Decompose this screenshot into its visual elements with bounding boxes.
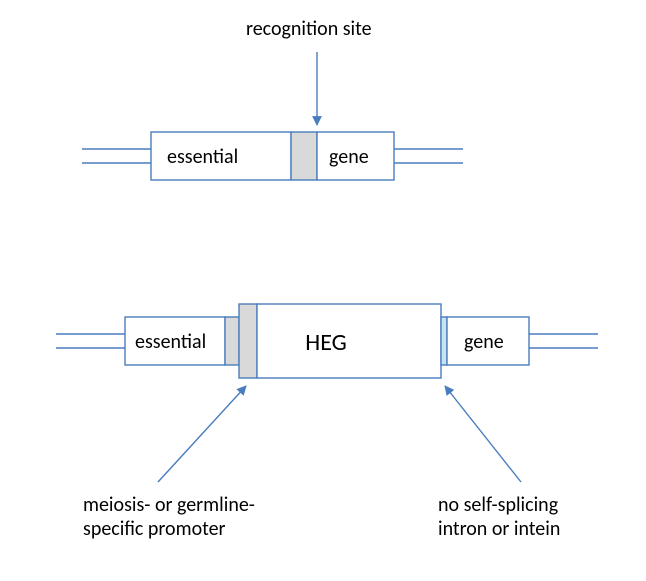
bot-block-promoter xyxy=(239,304,257,378)
bot-block-heg xyxy=(257,304,441,378)
label-promoter-line2: specific promoter xyxy=(83,517,226,541)
bot-label-gene: gene xyxy=(464,330,504,354)
top-label-essential: essential xyxy=(167,145,238,169)
bot-block-site-half xyxy=(225,317,239,365)
label-nosplice-line2: intron or intein xyxy=(438,517,560,541)
bot-label-essential: essential xyxy=(135,330,206,354)
arrow-nosplice xyxy=(445,386,521,482)
label-nosplice-line1: no self-splicing xyxy=(438,493,559,517)
label-recognition-site: recognition site xyxy=(246,17,372,41)
top-label-gene: gene xyxy=(329,145,369,169)
label-promoter-line1: meiosis- or germline- xyxy=(83,493,255,517)
bot-block-edge xyxy=(441,317,447,365)
arrow-promoter xyxy=(158,386,246,482)
bot-label-heg: HEG xyxy=(305,328,347,357)
top-block-recognition-site xyxy=(291,132,317,180)
